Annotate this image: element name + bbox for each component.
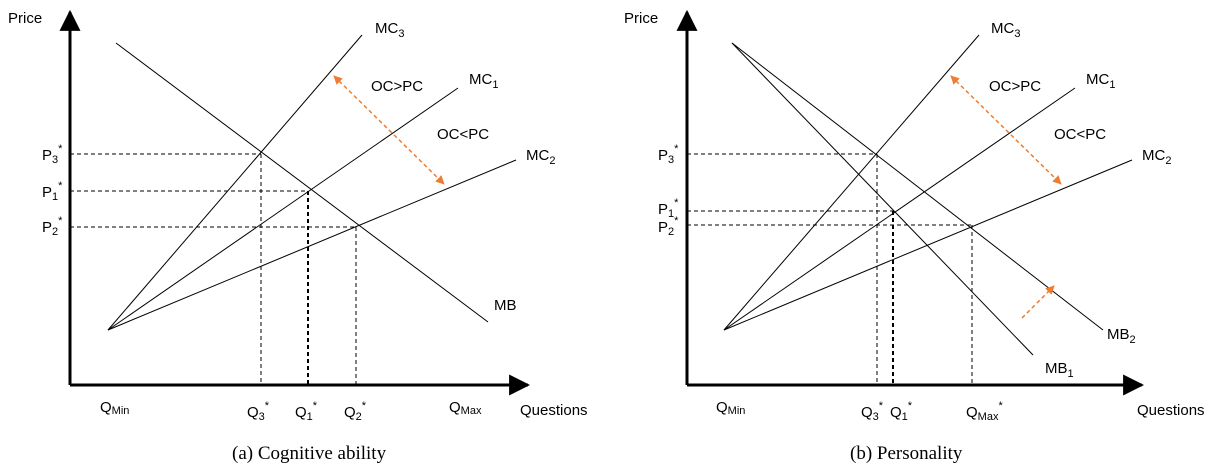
panel-b-mc-shift-arrow bbox=[950, 75, 1062, 185]
panel-a-qmin-label: QMin bbox=[100, 399, 129, 417]
panel-a-oc-gt-pc: OC>PC bbox=[371, 78, 423, 95]
panel-a-mc2-label: MC2 bbox=[526, 147, 555, 167]
panel-a-q2-label: Q2* bbox=[344, 400, 367, 423]
panel-a-mb-line bbox=[115, 42, 489, 323]
panel-b-x-axis-label: Questions bbox=[1137, 402, 1205, 419]
panel-b-caption: (b) Personality bbox=[850, 443, 963, 464]
panel-b-p1-label: P1* bbox=[658, 197, 679, 220]
panel-a-caption: (a) Cognitive ability bbox=[232, 443, 387, 464]
panel-b-mc1-label: MC1 bbox=[1086, 71, 1115, 91]
panel-b-personality: Price Questions MC3 MC1 MC2 MB2 MB1 OC>P… bbox=[624, 9, 1205, 464]
panel-a-mb-label: MB bbox=[494, 297, 517, 314]
panel-b-y-axis-label: Price bbox=[624, 10, 658, 27]
panel-b-p2-label: P2* bbox=[658, 215, 679, 238]
panel-a-p1-label: P1* bbox=[42, 180, 63, 203]
panel-a-shift-arrow bbox=[333, 75, 445, 185]
panel-a-qmax-label: QMax bbox=[449, 399, 482, 417]
panel-b-p3-label: P3* bbox=[658, 143, 679, 166]
panel-b-mb-shift-arrow bbox=[1021, 285, 1055, 319]
panel-b-mc2-line bbox=[723, 159, 1133, 331]
panel-b-mc2-label: MC2 bbox=[1142, 147, 1171, 167]
panel-b-q3-label: Q3* bbox=[861, 400, 884, 423]
panel-a-mc3-line bbox=[107, 34, 363, 331]
panel-b-oc-lt-pc: OC<PC bbox=[1054, 126, 1106, 143]
panel-b-mb2-line bbox=[731, 42, 1104, 331]
panel-b-mb1-label: MB1 bbox=[1045, 360, 1074, 380]
panel-b-mb2-label: MB2 bbox=[1107, 326, 1136, 346]
panel-b-mc3-label: MC3 bbox=[991, 20, 1020, 40]
panel-b-mc3-line bbox=[723, 34, 980, 331]
panel-a-q1-label: Q1* bbox=[295, 400, 318, 423]
panel-b-mb1-line bbox=[731, 42, 1034, 356]
panel-b-q1-label: Q1* bbox=[890, 400, 913, 423]
panel-a-mc2-line bbox=[107, 159, 517, 331]
panel-a-cognitive-ability: Price Questions MC3 MC1 MC2 MB OC>PC OC<… bbox=[8, 9, 588, 464]
panel-a-p3-label: P3* bbox=[42, 143, 63, 166]
panel-a-oc-lt-pc: OC<PC bbox=[437, 126, 489, 143]
panel-b-mc1-line bbox=[723, 87, 1076, 331]
panel-a-y-axis-label: Price bbox=[8, 10, 42, 27]
panel-a-q3-label: Q3* bbox=[247, 400, 270, 423]
panel-a-mc3-label: MC3 bbox=[375, 20, 404, 40]
panel-b-oc-gt-pc: OC>PC bbox=[989, 78, 1041, 95]
panel-b-qmax-label: QMax* bbox=[966, 400, 1003, 423]
panel-b-qmin-label: QMin bbox=[716, 399, 745, 417]
panel-a-mc1-label: MC1 bbox=[469, 71, 498, 91]
panel-a-x-axis-label: Questions bbox=[520, 402, 588, 419]
panel-a-mc1-line bbox=[107, 87, 459, 331]
panel-a-p2-label: P2* bbox=[42, 215, 63, 238]
